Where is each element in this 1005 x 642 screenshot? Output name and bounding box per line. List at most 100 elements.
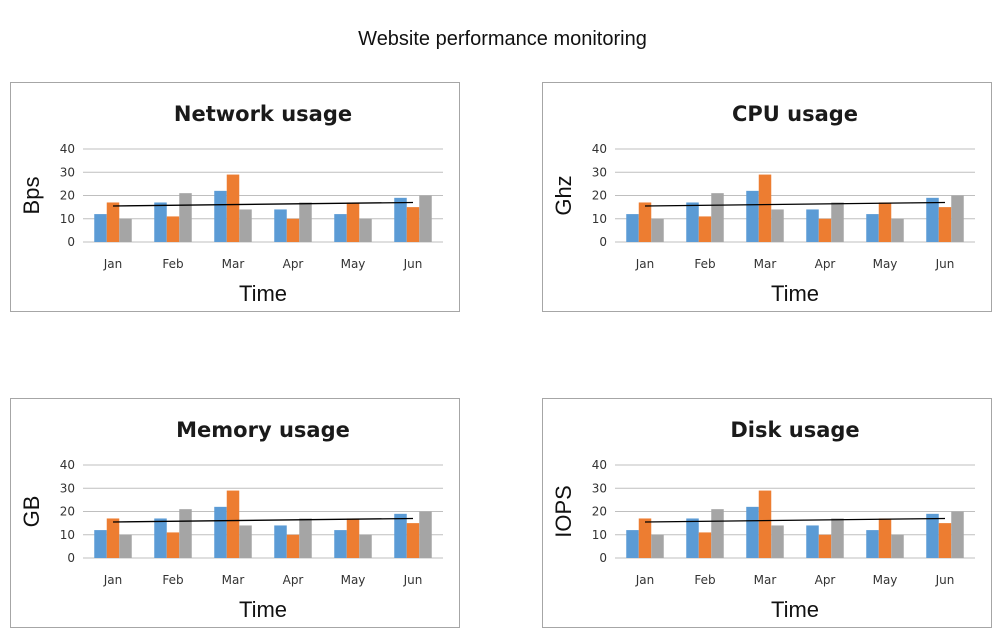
cpu-usage-bar-jan-s2 bbox=[638, 202, 652, 242]
network-usage-x-tick-may: May bbox=[341, 257, 366, 271]
network-usage-chart: Network usage 0 10 20 30 40 Jan Feb Mar Apr May Jun… bbox=[19, 102, 443, 306]
memory-usage-bar-apr-s2 bbox=[286, 534, 300, 558]
disk-usage-chart: Disk usage 0 10 20 30 40 Jan Feb Mar Apr May Jun Tim… bbox=[551, 418, 975, 622]
network-usage-bar-jan-s1 bbox=[94, 214, 107, 242]
network-usage-bar-jun-s2 bbox=[406, 207, 420, 242]
cpu-usage-title: CPU usage bbox=[732, 102, 858, 126]
network-usage-y-axis-label: Bps bbox=[19, 177, 44, 215]
memory-usage-bar-jun-s3 bbox=[419, 511, 432, 558]
network-usage-bar-feb-s1 bbox=[154, 202, 167, 242]
network-usage-bar-apr-s2 bbox=[286, 218, 300, 242]
network-usage-x-tick-feb: Feb bbox=[162, 257, 183, 271]
disk-usage-x-tick-apr: Apr bbox=[815, 573, 836, 587]
memory-usage-x-tick-jan: Jan bbox=[103, 573, 123, 587]
network-usage-bar-mar-s2 bbox=[226, 174, 240, 242]
memory-usage-x-axis-label: Time bbox=[239, 597, 287, 622]
cpu-usage-bar-mar-s2 bbox=[758, 174, 772, 242]
memory-usage-bar-feb-s3 bbox=[179, 509, 192, 558]
memory-usage-y-axis-label: GB bbox=[19, 496, 44, 528]
cpu-usage-y-tick-40: 40 bbox=[592, 142, 607, 156]
cpu-usage-bar-may-s2 bbox=[878, 202, 892, 242]
memory-usage-bar-may-s1 bbox=[334, 530, 347, 558]
cpu-usage-x-tick-jun: Jun bbox=[935, 257, 955, 271]
cpu-usage-y-tick-30: 30 bbox=[592, 165, 607, 179]
cpu-usage-bar-feb-s3 bbox=[711, 193, 724, 242]
cpu-usage-y-tick-20: 20 bbox=[592, 189, 607, 203]
disk-usage-bar-jun-s3 bbox=[951, 511, 964, 558]
disk-usage-bar-apr-s2 bbox=[818, 534, 832, 558]
chart-panel-cpu: CPU usage 0 10 20 30 40 Jan Feb Mar Apr May Jun Time… bbox=[542, 82, 992, 312]
network-usage-y-tick-30: 30 bbox=[60, 165, 75, 179]
disk-usage-bar-mar-s2 bbox=[758, 490, 772, 558]
page-title: Website performance monitoring bbox=[358, 28, 647, 50]
cpu-usage-x-tick-may: May bbox=[873, 257, 898, 271]
cpu-usage-bar-may-s1 bbox=[866, 214, 879, 242]
disk-usage-trendline bbox=[644, 517, 946, 523]
network-usage-title: Network usage bbox=[174, 102, 352, 126]
chart-panel-network: Network usage 0 10 20 30 40 Jan Feb Mar Apr May Jun… bbox=[10, 82, 460, 312]
memory-usage-y-tick-30: 30 bbox=[60, 481, 75, 495]
network-usage-bar-jun-s3 bbox=[419, 195, 432, 242]
memory-usage-bar-feb-s1 bbox=[154, 518, 167, 558]
memory-usage-y-tick-0: 0 bbox=[67, 551, 75, 565]
network-usage-bar-mar-s1 bbox=[214, 190, 227, 242]
network-usage-bar-apr-s1 bbox=[274, 209, 287, 242]
cpu-usage-trendline bbox=[644, 201, 946, 207]
network-usage-x-tick-jun: Jun bbox=[403, 257, 423, 271]
network-usage-bar-may-s1 bbox=[334, 214, 347, 242]
cpu-usage-x-tick-mar: Mar bbox=[754, 257, 777, 271]
memory-usage-bar-jan-s3 bbox=[119, 534, 132, 558]
cpu-usage-x-tick-jan: Jan bbox=[635, 257, 655, 271]
disk-usage-bar-jun-s2 bbox=[938, 523, 952, 558]
cpu-usage-bar-feb-s1 bbox=[686, 202, 699, 242]
memory-usage-bar-may-s2 bbox=[346, 518, 360, 558]
cpu-usage-bar-jan-s1 bbox=[626, 214, 639, 242]
network-usage-y-tick-10: 10 bbox=[60, 212, 75, 226]
memory-usage-x-tick-mar: Mar bbox=[222, 573, 245, 587]
memory-usage-bar-jun-s2 bbox=[406, 523, 420, 558]
disk-usage-y-tick-20: 20 bbox=[592, 505, 607, 519]
cpu-usage-y-tick-10: 10 bbox=[592, 212, 607, 226]
cpu-usage-bar-apr-s1 bbox=[806, 209, 819, 242]
cpu-usage-y-tick-0: 0 bbox=[599, 235, 607, 249]
disk-usage-title: Disk usage bbox=[730, 418, 859, 442]
network-usage-bar-mar-s3 bbox=[239, 209, 252, 242]
network-usage-bar-jan-s2 bbox=[106, 202, 120, 242]
network-usage-bar-jun-s1 bbox=[394, 197, 407, 242]
disk-usage-x-tick-jan: Jan bbox=[635, 573, 655, 587]
network-usage-bar-may-s2 bbox=[346, 202, 360, 242]
memory-usage-bar-may-s3 bbox=[359, 534, 372, 558]
disk-usage-x-tick-may: May bbox=[873, 573, 898, 587]
network-usage-y-tick-40: 40 bbox=[60, 142, 75, 156]
cpu-usage-bar-mar-s1 bbox=[746, 190, 759, 242]
disk-usage-bar-feb-s3 bbox=[711, 509, 724, 558]
disk-usage-x-tick-feb: Feb bbox=[694, 573, 715, 587]
disk-usage-bar-may-s3 bbox=[891, 534, 904, 558]
disk-usage-y-tick-40: 40 bbox=[592, 458, 607, 472]
disk-usage-y-axis-label: IOPS bbox=[551, 485, 576, 538]
chart-panel-disk: Disk usage 0 10 20 30 40 Jan Feb Mar Apr May Jun Tim… bbox=[542, 398, 992, 628]
memory-usage-bar-mar-s2 bbox=[226, 490, 240, 558]
network-usage-bar-feb-s2 bbox=[166, 216, 180, 242]
network-usage-x-axis-label: Time bbox=[239, 281, 287, 306]
disk-usage-bar-jan-s1 bbox=[626, 530, 639, 558]
disk-usage-bar-mar-s3 bbox=[771, 525, 784, 558]
memory-usage-x-tick-feb: Feb bbox=[162, 573, 183, 587]
cpu-usage-y-axis-label: Ghz bbox=[551, 175, 576, 215]
memory-usage-bar-jan-s2 bbox=[106, 518, 120, 558]
cpu-usage-bar-jun-s1 bbox=[926, 197, 939, 242]
disk-usage-y-tick-0: 0 bbox=[599, 551, 607, 565]
disk-usage-bar-may-s1 bbox=[866, 530, 879, 558]
disk-usage-x-axis-label: Time bbox=[771, 597, 819, 622]
disk-usage-bar-feb-s1 bbox=[686, 518, 699, 558]
network-usage-trendline bbox=[112, 201, 414, 207]
network-usage-bar-feb-s3 bbox=[179, 193, 192, 242]
network-usage-y-tick-20: 20 bbox=[60, 189, 75, 203]
cpu-usage-bar-apr-s2 bbox=[818, 218, 832, 242]
cpu-usage-bar-jan-s3 bbox=[651, 218, 664, 242]
disk-usage-y-tick-10: 10 bbox=[592, 528, 607, 542]
disk-usage-bar-feb-s2 bbox=[698, 532, 712, 558]
memory-usage-chart: Memory usage 0 10 20 30 40 Jan Feb Mar Apr May Jun T… bbox=[19, 418, 443, 622]
network-usage-x-tick-apr: Apr bbox=[283, 257, 304, 271]
memory-usage-bar-apr-s3 bbox=[299, 518, 312, 558]
